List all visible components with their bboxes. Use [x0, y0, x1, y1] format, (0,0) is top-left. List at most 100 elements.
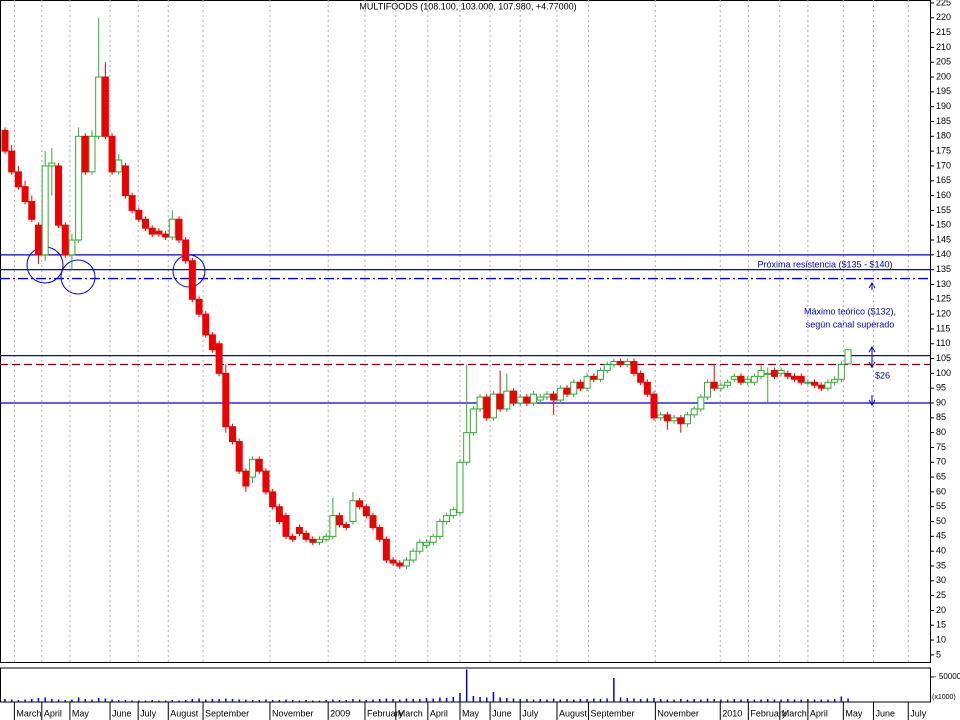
candle-body — [811, 381, 819, 386]
candle-body — [14, 171, 22, 188]
candle-body — [101, 76, 109, 137]
candle-body — [804, 381, 812, 384]
candle-body — [416, 541, 424, 552]
y-tick-label: 50 — [936, 516, 946, 526]
x-tick-label: April — [430, 708, 448, 718]
y-tick-label: 200 — [936, 71, 951, 81]
candle-body — [34, 224, 42, 256]
y-tick-label: 65 — [936, 471, 946, 481]
y-tick-label: 5 — [936, 649, 941, 659]
candle-body — [302, 532, 310, 540]
candle-body — [516, 396, 524, 404]
y-tick-label: 215 — [936, 27, 951, 37]
candle-body — [376, 526, 384, 540]
y-tick-label: 145 — [936, 234, 951, 244]
y-tick-label: 190 — [936, 101, 951, 111]
candle-body — [510, 390, 518, 404]
y-tick-label: 155 — [936, 205, 951, 215]
x-tick-label: February — [367, 708, 404, 718]
candle-body — [55, 165, 63, 226]
candle-body — [784, 372, 792, 377]
y-tick-label: 180 — [936, 131, 951, 141]
y-tick-label: 135 — [936, 264, 951, 274]
candle-body — [242, 470, 250, 487]
candle-body — [269, 491, 277, 508]
x-tick-label: April — [810, 708, 828, 718]
candle-body — [88, 135, 96, 173]
x-tick-label: August — [559, 708, 588, 718]
y-tick-label: 85 — [936, 412, 946, 422]
x-tick-label: July — [140, 708, 157, 718]
candle-body — [396, 562, 404, 567]
candle-body — [436, 521, 444, 537]
candle-body — [362, 506, 370, 517]
candle-body — [275, 506, 283, 523]
annotation: Máximo teórico ($132), — [804, 306, 896, 316]
arrow — [868, 399, 876, 406]
candle-body — [690, 408, 698, 416]
candle-body — [389, 559, 397, 564]
candle-body — [596, 369, 604, 380]
candle-body — [536, 396, 544, 401]
candle-body — [382, 538, 390, 561]
candle-body — [115, 159, 123, 173]
candle-body — [295, 526, 303, 534]
candle-body — [791, 375, 799, 380]
candle-body — [423, 541, 431, 546]
y-tick-label: 185 — [936, 116, 951, 126]
y-tick-label: 10 — [936, 634, 946, 644]
x-tick-label: April — [44, 708, 62, 718]
x-tick-label: February — [750, 708, 787, 718]
candle-body — [182, 239, 190, 262]
candle-body — [677, 417, 685, 425]
candle-body — [108, 135, 116, 173]
candle-body — [21, 186, 29, 203]
candle-body — [322, 535, 330, 540]
y-tick-label: 40 — [936, 546, 946, 556]
candle-body — [630, 361, 638, 374]
candle-body — [764, 372, 772, 375]
candle-body — [697, 396, 705, 410]
candle-body — [349, 500, 357, 523]
y-tick-label: 95 — [936, 383, 946, 393]
x-tick-label: September — [590, 708, 634, 718]
candle-body — [235, 441, 243, 472]
x-tick-label: June — [875, 708, 895, 718]
plot-frame — [0, 0, 931, 663]
candle-body — [637, 372, 645, 383]
y-tick-label: 160 — [936, 190, 951, 200]
candle-body — [222, 372, 230, 428]
candle-body — [409, 550, 417, 561]
y-tick-label: 220 — [936, 12, 951, 22]
y-tick-label: 125 — [936, 294, 951, 304]
chart-title: MULTIFOODS (108.100, 103.000, 107.980, +… — [359, 1, 576, 11]
candle-body — [315, 538, 323, 543]
candle-body — [336, 515, 344, 526]
candle-body — [570, 381, 578, 395]
candle-body — [41, 165, 49, 256]
candle-body — [837, 363, 845, 380]
candle-body — [670, 417, 678, 422]
candle-body — [289, 535, 297, 540]
candle-body — [463, 432, 471, 463]
candle-body — [329, 515, 337, 537]
candle-body — [342, 524, 350, 528]
x-tick-label: July — [522, 708, 539, 718]
candle-body — [817, 384, 825, 389]
candle-body — [155, 230, 163, 235]
candle-body — [503, 390, 511, 410]
y-tick-label: 90 — [936, 397, 946, 407]
x-tick-label: August — [170, 708, 199, 718]
candle-body — [683, 414, 691, 425]
candle-body — [208, 334, 216, 351]
x-tick-label: July — [910, 708, 927, 718]
x-tick-label: June — [112, 708, 132, 718]
candle-body — [68, 239, 76, 256]
arrow — [868, 282, 876, 289]
candle-body — [650, 393, 658, 419]
candle-body — [309, 538, 317, 543]
candle-body — [8, 150, 16, 173]
annotation: según canal superado — [806, 319, 895, 329]
y-tick-label: 25 — [936, 590, 946, 600]
candle-body — [556, 387, 564, 401]
